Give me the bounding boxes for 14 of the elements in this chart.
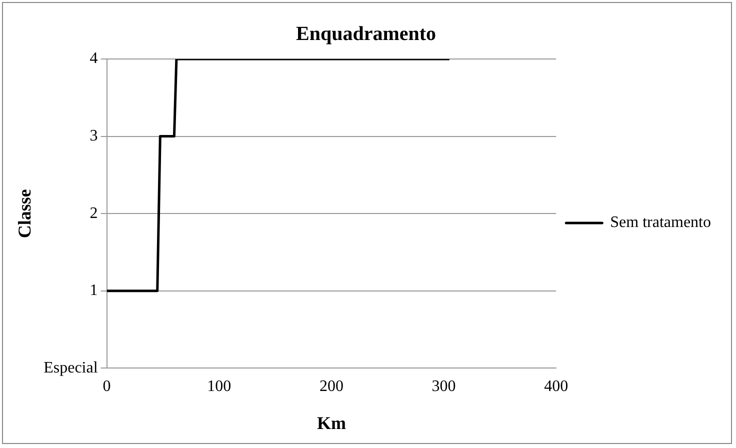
y-tick-label: 2: [90, 204, 98, 222]
x-tick-label: 100: [207, 378, 232, 396]
legend-label: Sem tratamento: [610, 214, 711, 232]
y-tick-label: 3: [90, 128, 98, 145]
y-tick-label: 4: [90, 50, 98, 68]
x-axis-title: Km: [316, 412, 346, 433]
y-tick-label: Especial: [44, 359, 98, 376]
x-tick-label: 300: [432, 378, 456, 396]
x-tick-label: 200: [319, 378, 344, 396]
y-axis-title: Classe: [14, 189, 34, 238]
y-tick-label: 1: [90, 282, 98, 300]
x-tick-label: 400: [544, 378, 568, 396]
x-tick-label: 0: [102, 378, 111, 396]
chart-title: Enquadramento: [296, 23, 436, 46]
